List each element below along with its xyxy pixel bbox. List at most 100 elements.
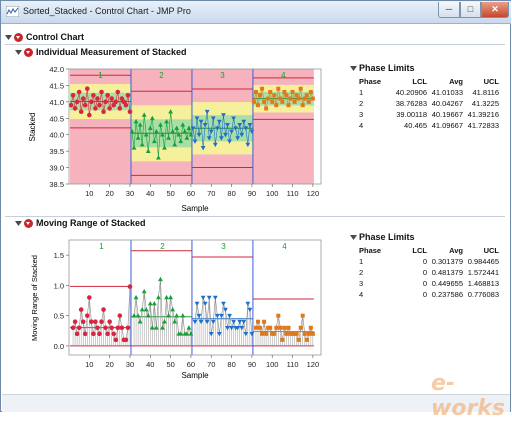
disclosure-open-icon[interactable] [15,220,22,227]
limits-cell: 0 [422,290,427,299]
data-point [160,132,165,137]
limits-cell: 0.776083 [467,290,499,299]
data-point [302,331,307,336]
data-point [121,99,127,105]
data-point [176,132,182,137]
data-point [101,307,106,312]
moving-range-chart[interactable]: 1.5 1.0 0.5 0.0 10 20 30 40 50 60 70 80 90 100 110 120… [27,234,337,382]
title-bar[interactable]: Sorted_Stacked - Control Chart - JMP Pro… [1,1,511,24]
limits-column-header: Avg [449,77,463,86]
disclosure-open-icon[interactable] [5,34,12,41]
control-chart-app-icon [6,6,19,17]
minimize-button[interactable]: ─ [438,2,460,18]
limits-cell: 39.00118 [396,110,427,119]
data-point [76,325,82,331]
red-triangle-menu-icon[interactable] [24,219,33,228]
y-tick-label: 41.5 [49,81,64,90]
y-tick-label: 41.0 [49,98,64,107]
limits-row: 4 0 0.237586 0.776083 [359,289,499,300]
chart1-header[interactable]: Individual Measurement of Stacked [15,46,505,59]
data-point [135,135,141,140]
data-point [109,96,114,101]
watermark-logo: e-works [431,371,506,421]
x-tick-label: 90 [248,189,256,198]
data-point [91,331,96,337]
x-tick-label: 40 [146,189,154,198]
data-point [188,331,194,336]
limits-cell: 1 [359,88,364,97]
individual-measurement-chart[interactable]: 42.0 41.5 41.0 40.5 40.0 39.5 39.0 38.5 10 20 30 4… [27,63,337,215]
data-point [125,92,131,98]
data-point [147,300,153,306]
data-point [89,99,94,105]
series-line-phase-2 [131,111,192,158]
data-point [262,99,267,104]
data-point [178,331,184,336]
data-point [253,90,258,94]
close-button[interactable]: ✕ [481,2,509,18]
phase-label: 1 [98,71,103,80]
data-point [266,325,271,330]
data-point [131,313,137,318]
limits-cell: 4 [359,121,364,130]
data-point [184,135,190,140]
data-point [103,325,108,331]
data-point [158,276,163,282]
data-point [294,93,299,98]
red-triangle-menu-icon[interactable] [24,48,33,57]
y-tick-label: 1.5 [54,251,64,260]
data-point [119,325,125,331]
phase-label: 1 [99,242,104,251]
data-point [186,125,192,130]
x-tick-label: 20 [105,189,113,198]
data-point [268,325,273,330]
x-tick-label: 30 [126,360,134,369]
data-point [82,102,88,108]
data-point [292,99,297,104]
data-point [258,93,263,98]
x-tick-label: 80 [227,360,235,369]
y-tick-label: 1.0 [54,281,64,290]
data-point [182,128,188,134]
chart1-title: Individual Measurement of Stacked [36,47,187,57]
limits-table: Phase LCL Avg UCL 1 0 0.301379 0.984465 2 0 0.481… [359,245,499,300]
maximize-button[interactable]: □ [460,2,481,18]
data-point [170,307,176,312]
red-triangle-menu-icon[interactable] [14,33,23,42]
data-point [147,125,153,130]
data-point [196,313,202,319]
data-point [149,325,155,330]
data-point [304,93,309,98]
chart1-xlabel: Sample [181,204,209,213]
data-point [95,96,100,101]
data-point [178,138,184,144]
data-point [164,118,169,124]
data-point [153,128,159,134]
disclosure-open-icon[interactable] [15,49,22,56]
limits-cell: 0.237586 [431,290,463,299]
data-point [262,319,267,324]
data-point [290,331,295,336]
data-point [225,325,230,331]
data-point [131,145,137,150]
data-point [286,325,291,330]
disclosure-open-icon[interactable] [350,65,357,72]
limits-row: 4 40.465 41.09667 41.72833 [359,120,499,131]
data-point [166,313,171,318]
data-point [274,103,279,108]
data-point [141,288,147,294]
data-point [214,126,220,131]
data-point [223,307,228,313]
phase-label: 2 [160,242,165,251]
data-point [216,119,222,125]
data-point [115,325,121,331]
x-tick-label: 10 [85,360,93,369]
data-point [284,93,289,98]
data-point [288,331,293,336]
disclosure-open-icon[interactable] [350,234,357,241]
report-header[interactable]: Control Chart [5,31,505,44]
chart2-header[interactable]: Moving Range of Stacked [15,217,505,230]
data-point [180,313,186,318]
phase-limits-table-2: Phase Limits Phase LCL Avg UCL 1 0 0.301379 0.… [345,232,505,312]
x-tick-label: 80 [227,189,235,198]
